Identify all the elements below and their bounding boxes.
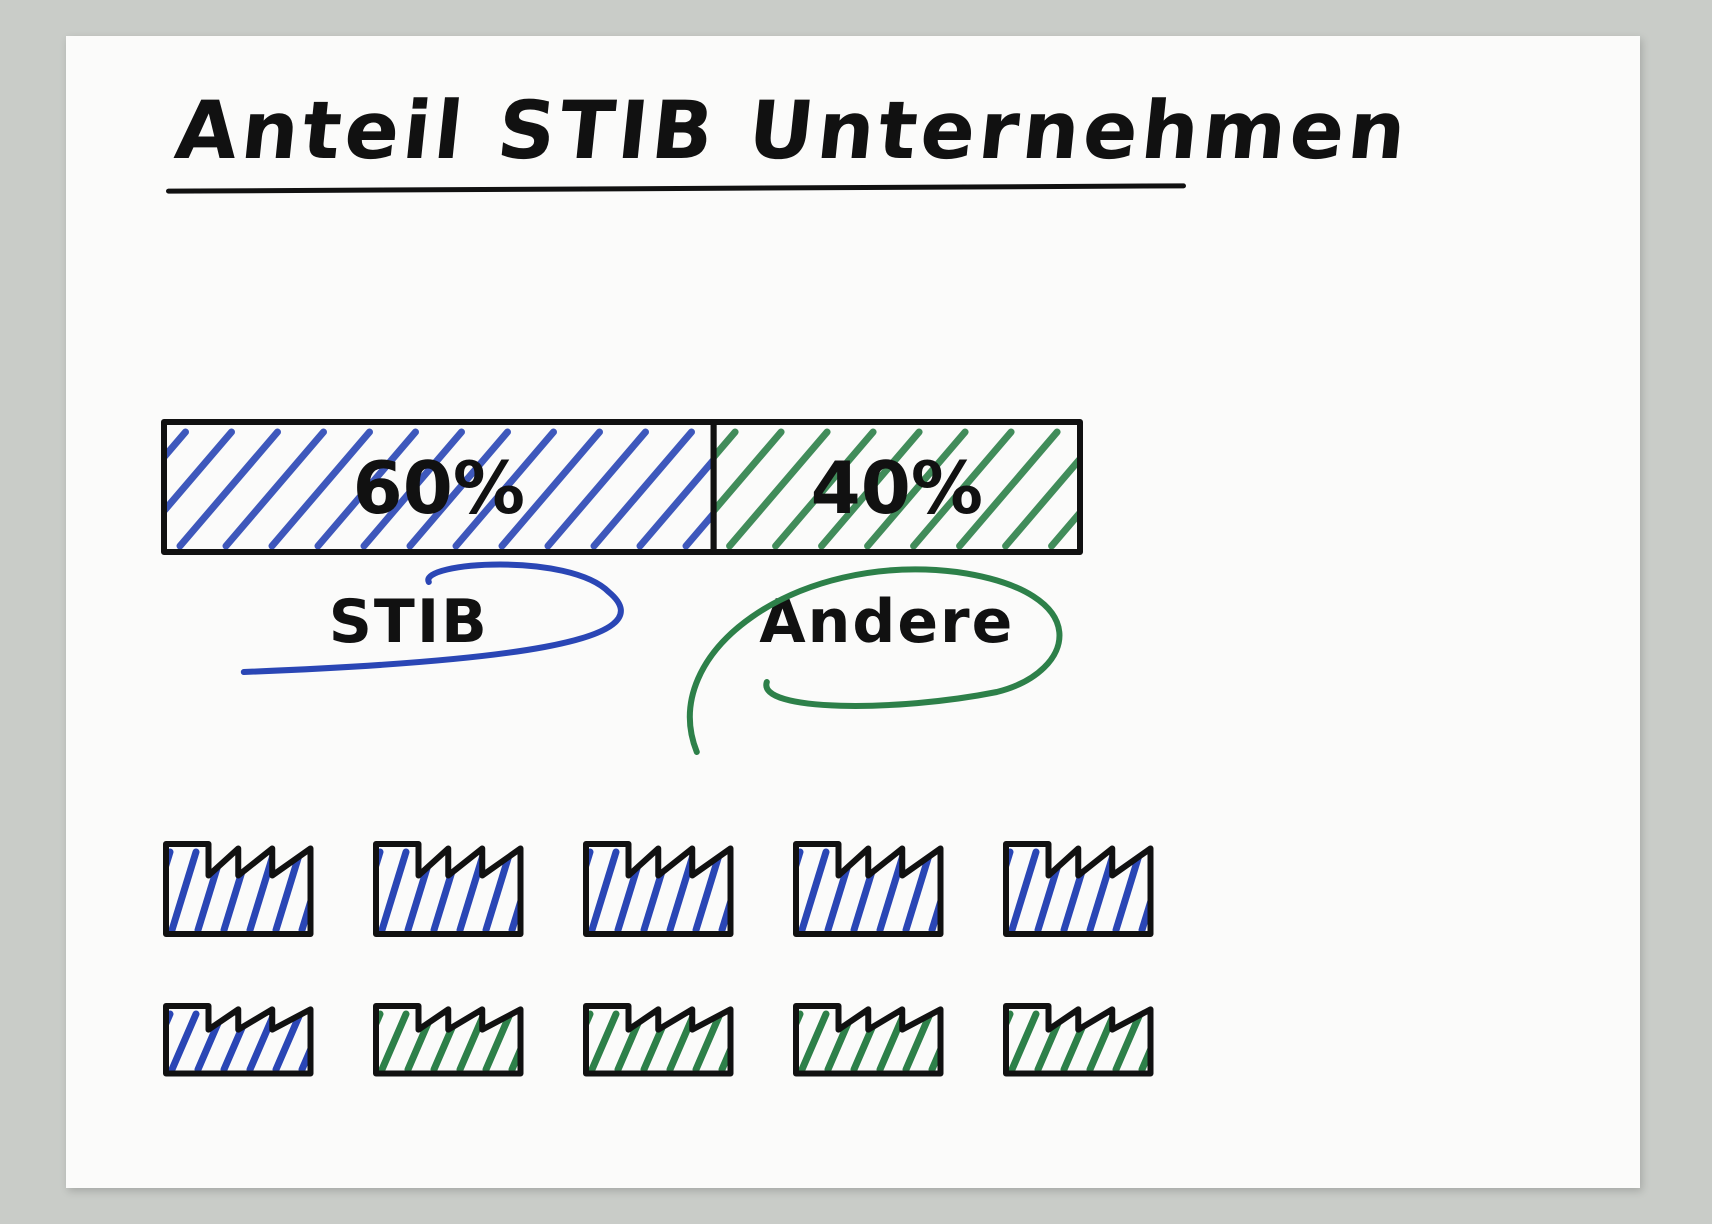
bar-segment-hatch-stib (164, 428, 714, 550)
factory-icon (373, 1003, 524, 1077)
factory-icon (163, 841, 314, 937)
category-label-stib: STIB (329, 587, 489, 657)
factory-icon (1003, 1003, 1154, 1077)
factory-icon (1003, 841, 1154, 937)
factory-icon (793, 841, 944, 937)
paper-sheet: Anteil STIB Unternehmen 60% STIB 40% Andere (66, 36, 1640, 1188)
legend-mark-stib (240, 561, 624, 675)
data-label-andere: 40% (811, 446, 983, 530)
factory-icon (583, 1003, 734, 1077)
factory-icon (163, 1003, 314, 1077)
bar-segment-andere (710, 419, 1083, 555)
category-label-andere: Andere (759, 587, 1014, 657)
factory-icon (583, 841, 734, 937)
bar-segment-hatch-andere (713, 428, 1080, 550)
factory-icon (373, 841, 524, 937)
stacked-bar-chart: 60% STIB 40% Andere (161, 419, 1083, 755)
factory-icons (163, 841, 1154, 1077)
factory-icon (793, 1003, 944, 1077)
data-label-stib: 60% (353, 446, 525, 530)
legend-mark-andere (687, 566, 1063, 755)
